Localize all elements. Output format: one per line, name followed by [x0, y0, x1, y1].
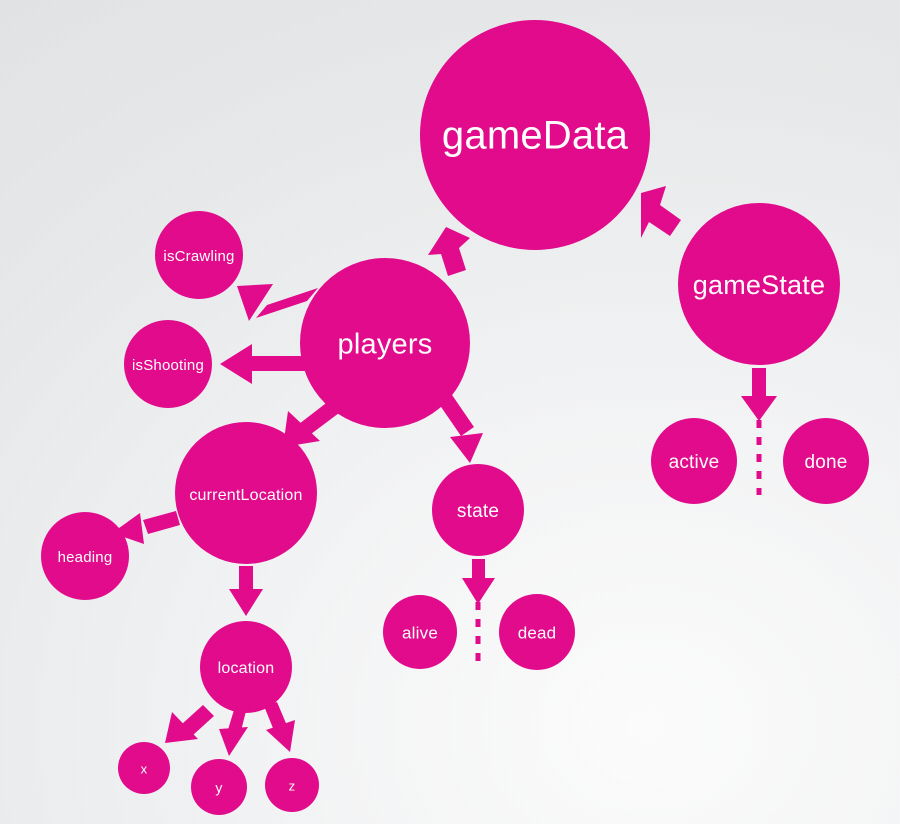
node-circle[interactable]	[124, 320, 212, 408]
node-currentlocation[interactable]: currentLocation	[175, 422, 317, 564]
arrow-head-icon	[462, 578, 495, 604]
node-gamestate[interactable]: gameState	[678, 203, 840, 365]
node-players[interactable]: players	[300, 258, 470, 428]
node-circle[interactable]	[41, 512, 129, 600]
arrow-head-icon	[428, 227, 470, 276]
arrow-head-icon	[237, 284, 273, 321]
node-circle[interactable]	[300, 258, 470, 428]
node-isshooting[interactable]: isShooting	[124, 320, 212, 408]
nodes-layer: gameData gameState active done players i	[41, 20, 869, 815]
node-label: x	[141, 761, 148, 776]
node-circle[interactable]	[678, 203, 840, 365]
node-label: active	[669, 452, 720, 473]
arrow-shaft	[182, 705, 214, 735]
arrow-shaft	[143, 511, 180, 534]
node-label: z	[289, 778, 296, 793]
node-circle[interactable]	[383, 595, 457, 669]
edge-location-to-x	[165, 705, 214, 743]
edge-gamedata-to-gamestate	[641, 186, 681, 238]
arrow-shaft	[250, 356, 305, 371]
node-gamedata[interactable]: gameData	[420, 20, 650, 250]
node-x[interactable]: x	[118, 742, 170, 794]
arrow-head-icon	[450, 433, 483, 463]
node-label: state	[457, 501, 499, 522]
node-label: gameState	[693, 270, 825, 300]
node-circle[interactable]	[651, 418, 737, 504]
node-circle[interactable]	[783, 418, 869, 504]
edge-state-to-choice	[462, 559, 495, 604]
node-label: y	[215, 780, 222, 796]
arrow-shaft	[256, 288, 318, 318]
node-label: isCrawling	[163, 248, 234, 265]
node-iscrawling[interactable]: isCrawling	[155, 211, 243, 299]
node-label: gameData	[442, 114, 629, 158]
node-circle[interactable]	[155, 211, 243, 299]
edge-currentlocation-to-location	[229, 566, 263, 616]
arrow-head-icon	[741, 396, 777, 421]
node-label: heading	[58, 549, 113, 566]
node-circle[interactable]	[118, 742, 170, 794]
node-label: isShooting	[132, 357, 204, 374]
node-circle[interactable]	[432, 464, 524, 556]
edge-players-to-isshooting	[220, 344, 305, 384]
node-label: done	[804, 452, 847, 473]
node-alive[interactable]: alive	[383, 595, 457, 669]
node-z[interactable]: z	[265, 758, 319, 812]
edge-players-to-iscrawling	[237, 284, 318, 321]
node-label: currentLocation	[189, 487, 302, 504]
arrow-shaft	[752, 368, 766, 402]
node-dead[interactable]: dead	[499, 594, 575, 670]
arrow-shaft	[227, 707, 247, 735]
edges-layer	[112, 186, 777, 756]
edge-location-to-y	[219, 707, 248, 756]
arrow-head-icon	[229, 589, 263, 616]
node-circle[interactable]	[200, 621, 292, 713]
arrow-head-icon	[266, 720, 295, 752]
node-circle[interactable]	[175, 422, 317, 564]
edge-currentlocation-to-heading	[112, 511, 180, 544]
edge-gamestate-to-choice	[741, 368, 777, 421]
edge-gamedata-to-players	[428, 227, 470, 276]
arrow-shaft	[437, 392, 474, 436]
node-state[interactable]: state	[432, 464, 524, 556]
edge-players-to-state	[437, 392, 483, 463]
node-label: location	[218, 660, 275, 677]
arrow-head-icon	[219, 727, 248, 756]
arrow-head-icon	[641, 186, 681, 238]
node-label: alive	[402, 623, 438, 642]
node-circle[interactable]	[499, 594, 575, 670]
arrow-head-icon	[165, 712, 198, 743]
node-label: players	[338, 329, 433, 361]
node-heading[interactable]: heading	[41, 512, 129, 600]
node-circle[interactable]	[265, 758, 319, 812]
dividers-layer	[475, 420, 762, 662]
arrow-head-icon	[112, 513, 144, 544]
node-y[interactable]: y	[191, 759, 247, 815]
node-done[interactable]: done	[783, 418, 869, 504]
arrow-head-icon	[220, 344, 252, 384]
edge-location-to-z	[264, 702, 295, 752]
node-circle[interactable]	[420, 20, 650, 250]
node-circle[interactable]	[191, 759, 247, 815]
node-label: dead	[518, 623, 557, 642]
node-location[interactable]: location	[200, 621, 292, 713]
arrow-shaft	[239, 566, 253, 594]
node-active[interactable]: active	[651, 418, 737, 504]
arrow-head-icon	[283, 411, 320, 447]
